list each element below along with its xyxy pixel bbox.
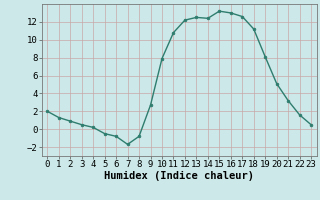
X-axis label: Humidex (Indice chaleur): Humidex (Indice chaleur) [104,171,254,181]
